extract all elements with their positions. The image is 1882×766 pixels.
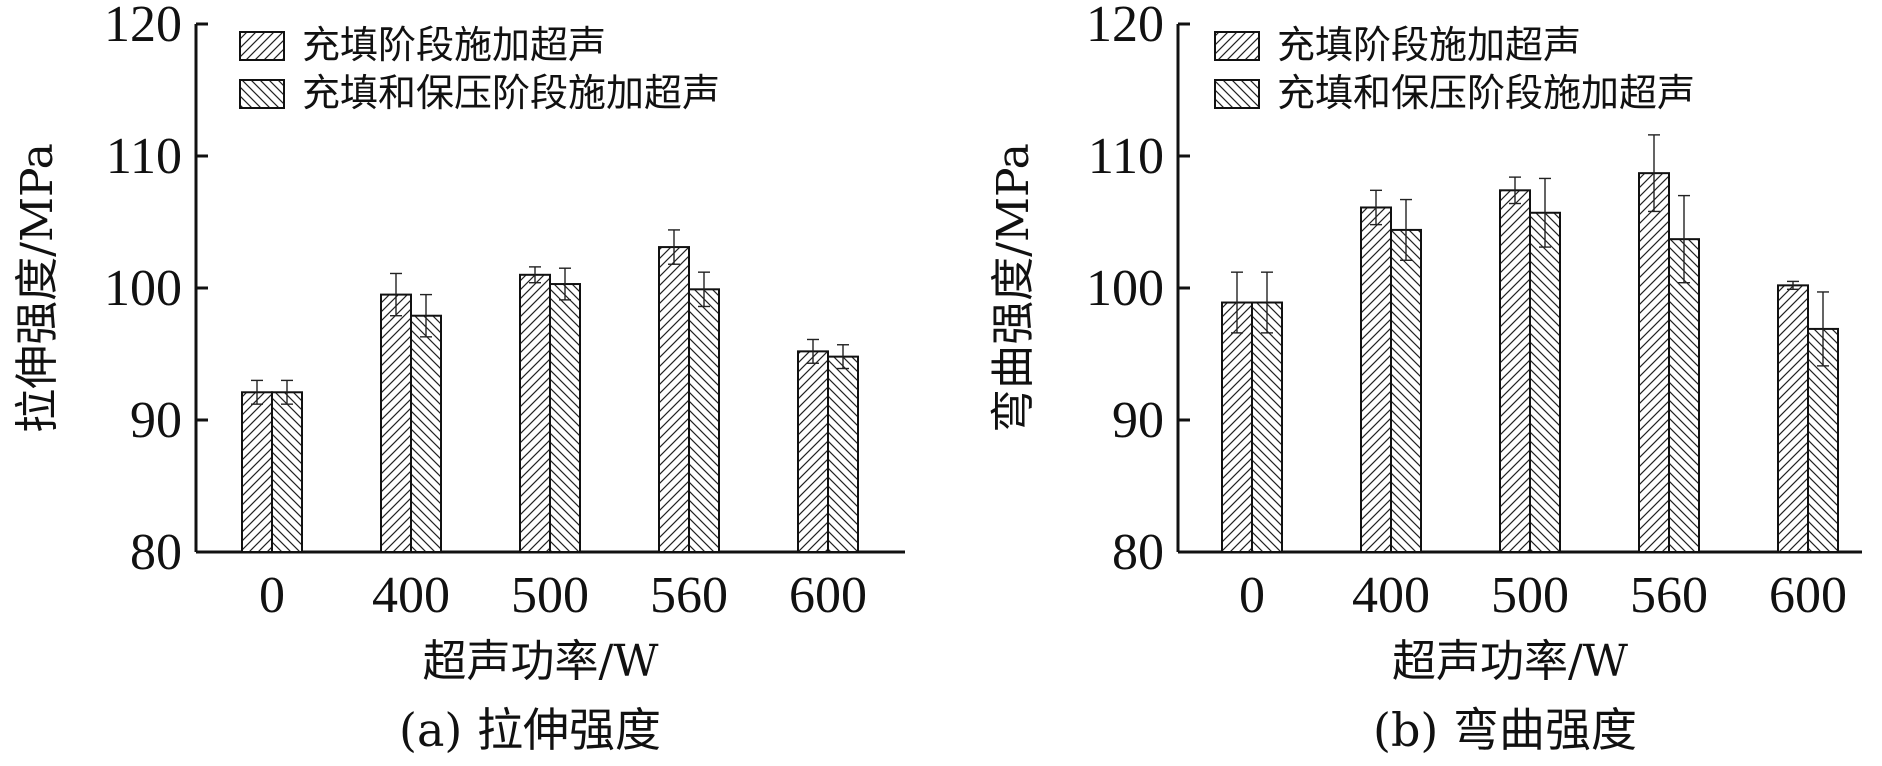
y-tick-label: 100 — [104, 260, 182, 317]
y-axis-title: 拉伸强度/MPa — [12, 143, 63, 433]
bar-fill-stage-0 — [241, 391, 273, 553]
panel-caption: (b) 弯曲强度 — [1373, 703, 1637, 757]
bar-fill-hold-stage-500 — [549, 283, 581, 553]
bar-fill-stage-600 — [1777, 284, 1809, 553]
chart-panel-b: 80 90 100 110 120 0 400 500 560 600 充填阶段施加超声充填和保压阶… — [988, 0, 1862, 757]
bar-fill-stage-400 — [1360, 206, 1392, 553]
bar-fill-stage-500 — [1499, 189, 1531, 553]
legend-label-fill-hold-stage: 充填和保压阶段施加超声 — [1277, 71, 1695, 115]
y-tick-label: 120 — [1086, 0, 1164, 53]
y-tick-label: 100 — [1086, 260, 1164, 317]
bar-fill-hold-stage-0 — [271, 391, 303, 553]
bar-fill-hold-stage-400 — [1390, 228, 1422, 553]
legend-swatch-fill-stage — [1214, 31, 1260, 61]
y-tick-label: 110 — [1088, 128, 1164, 185]
bar-fill-hold-stage-500 — [1529, 211, 1561, 553]
y-tick-label: 80 — [130, 524, 182, 581]
x-tick-label: 500 — [1491, 567, 1569, 624]
x-tick-label: 600 — [789, 567, 867, 624]
x-axis-title: 超声功率/W — [422, 636, 659, 687]
x-tick-label: 0 — [1239, 567, 1265, 624]
bar-fill-hold-stage-600 — [827, 355, 859, 554]
x-tick-label: 0 — [259, 567, 285, 624]
bar-fill-hold-stage-0 — [1251, 301, 1283, 553]
bar-fill-hold-stage-560 — [688, 288, 720, 553]
y-axis-title: 弯曲强度/MPa — [988, 143, 1039, 433]
y-tick-label: 90 — [1112, 392, 1164, 449]
x-tick-label: 400 — [1352, 567, 1430, 624]
bar-fill-stage-560 — [1638, 172, 1670, 553]
legend-label-fill-hold-stage: 充填和保压阶段施加超声 — [302, 71, 720, 115]
x-tick-label: 560 — [1630, 567, 1708, 624]
legend-swatch-fill-hold-stage — [1214, 79, 1260, 109]
bar-fill-stage-560 — [658, 246, 690, 554]
chart-panel-a: 80 90 100 110 120 0 400 500 560 600 充填阶段施加超声充填和保压阶… — [12, 0, 905, 757]
y-tick-label: 120 — [104, 0, 182, 53]
bar-fill-stage-400 — [380, 293, 412, 553]
x-axis-title: 超声功率/W — [1392, 636, 1629, 687]
y-tick-label: 90 — [130, 392, 182, 449]
panel-caption: (a) 拉伸强度 — [399, 703, 661, 757]
legend-swatch-fill-stage — [239, 31, 285, 61]
bar-fill-stage-500 — [519, 273, 551, 553]
legend-label-fill-stage: 充填阶段施加超声 — [1277, 23, 1581, 67]
legend-label-fill-stage: 充填阶段施加超声 — [302, 23, 606, 67]
bar-fill-stage-0 — [1221, 301, 1253, 553]
bar-fill-stage-600 — [797, 350, 829, 553]
bar-fill-hold-stage-560 — [1668, 238, 1700, 553]
x-tick-label: 560 — [650, 567, 728, 624]
y-tick-label: 80 — [1112, 524, 1164, 581]
x-tick-label: 400 — [372, 567, 450, 624]
y-tick-label: 110 — [106, 128, 182, 185]
legend-swatch-fill-hold-stage — [239, 79, 285, 109]
bar-fill-hold-stage-400 — [410, 314, 442, 553]
x-tick-label: 500 — [511, 567, 589, 624]
x-tick-label: 600 — [1769, 567, 1847, 624]
